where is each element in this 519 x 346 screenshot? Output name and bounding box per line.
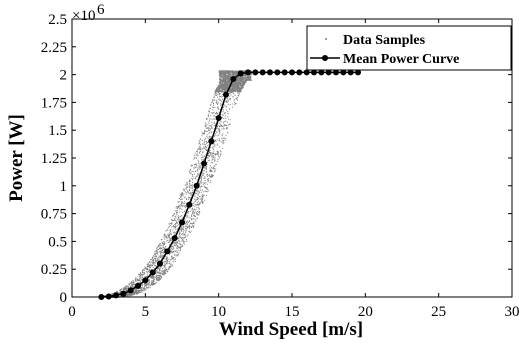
axis-ticks: 0 5 10 15 20 25 30 0 0.25 0.5 0.75 1 1.25 1.5 1.75 2 2.2… [41,12,519,320]
x-axis-label: Wind Speed [m/s] [219,319,363,340]
mean-power-curve-marker [318,69,325,76]
x-tick-label: 15 [285,304,300,320]
legend-mean-curve-label: Mean Power Curve [343,52,459,67]
mean-power-curve-marker [252,69,259,76]
y-tick-label: 0.25 [41,262,67,278]
x-tick-label: 30 [505,304,519,320]
x-tick-label: 5 [142,304,150,320]
y-tick-label: 1.5 [48,123,67,139]
x-tick-label: 20 [358,304,373,320]
mean-power-curve-marker [164,248,171,255]
mean-power-curve-marker [267,69,273,76]
mean-power-curve-marker [230,76,237,83]
mean-power-curve-marker [201,160,207,167]
mean-power-curve-marker [127,287,134,294]
mean-power-curve-marker [296,69,303,76]
legend-mean-curve-marker [322,55,328,61]
mean-power-curve-marker [157,260,163,267]
y-multiplier-exponent: 6 [97,2,105,18]
data-samples-points [101,70,252,298]
mean-power-curve-marker [171,235,178,242]
mean-power-curve-marker [274,69,281,76]
mean-power-curve-marker [105,293,112,300]
y-tick-label: 1.75 [41,95,67,111]
x-tick-label: 0 [68,304,76,320]
mean-power-curve-marker [120,290,127,297]
mean-power-curve-marker [281,69,288,76]
mean-power-curve-marker [179,219,185,226]
y-multiplier-base: ×10 [72,8,95,24]
mean-power-curve-marker [245,69,251,76]
mean-power-curve-marker [355,69,361,76]
mean-power-curve-marker [215,114,222,121]
x-tick-label: 10 [211,304,226,320]
y-tick-label: 1 [60,179,68,195]
y-tick-label: 2.5 [48,12,67,28]
mean-power-curve-marker [237,70,244,77]
legend: Data Samples Mean Power Curve [306,25,512,71]
legend-item-data-samples: Data Samples [325,33,426,48]
mean-power-curve-marker [142,277,149,284]
mean-power-curve-marker [208,138,215,145]
mean-power-curve-marker [223,91,229,98]
mean-power-curve-marker [311,69,317,76]
y-tick-label: 1.25 [41,151,67,167]
legend-box [306,25,512,71]
y-axis-label: Power [W] [6,114,27,202]
data-samples-scatter [101,70,252,298]
x-tick-label: 25 [431,304,446,320]
mean-power-curve-marker [259,69,266,76]
legend-data-samples-marker [325,38,327,40]
y-axis-multiplier: ×10 6 [72,2,105,24]
mean-power-curve-marker [193,182,200,189]
mean-power-curve-layer [98,69,361,300]
legend-item-mean-power-curve: Mean Power Curve [310,52,459,67]
mean-power-curve-marker [347,69,354,76]
y-tick-label: 0.5 [48,234,67,250]
mean-power-curve-marker [325,69,332,76]
y-tick-label: 0.75 [41,207,67,223]
y-tick-label: 2 [60,68,68,84]
mean-power-curve-marker [135,282,141,289]
mean-power-curve-marker [289,69,295,76]
mean-power-curve-marker [186,201,193,208]
mean-power-curve-marker [333,69,339,76]
mean-power-curve-line [101,71,358,298]
mean-power-curve-marker [340,69,347,76]
legend-data-samples-label: Data Samples [343,33,426,48]
y-tick-label: 2.25 [41,40,67,56]
mean-power-curve-marker [303,69,310,76]
y-tick-label: 0 [60,290,68,306]
mean-power-curve-marker [149,269,156,276]
